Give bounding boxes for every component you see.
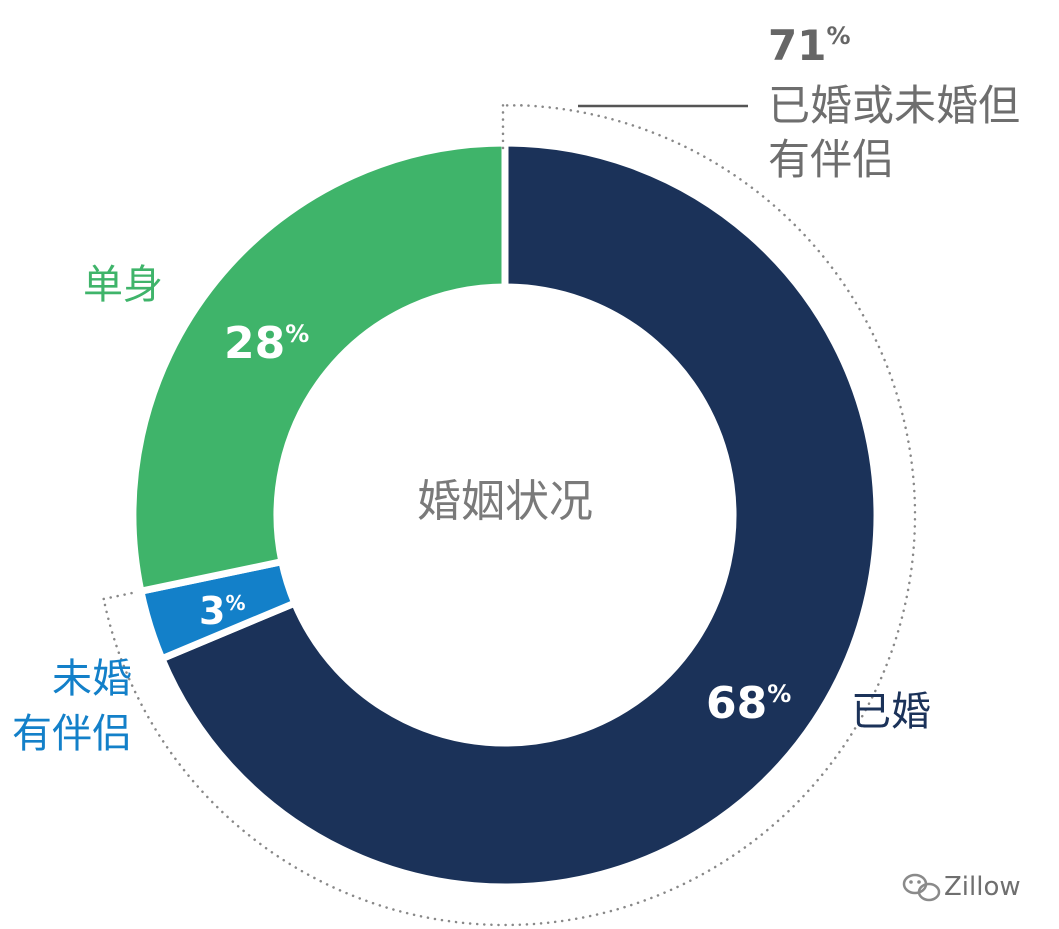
slice-single: [129, 139, 509, 596]
annotation-value: 71%: [768, 21, 851, 70]
dotted-brackets: [102, 104, 917, 927]
bracket-arc-married-partnered: [102, 104, 917, 927]
category-label-married: 已婚: [851, 689, 931, 735]
value-label-partnered: 3%: [199, 589, 246, 633]
category-label-single: 单身: [83, 262, 163, 308]
category-label-partnered-line2: 有伴侣: [12, 711, 132, 757]
wechat-icon: [902, 873, 941, 902]
value-label-married: 68%: [706, 678, 791, 729]
slice-married: [157, 139, 881, 891]
watermark-text: Zillow: [944, 872, 1021, 902]
annotation-label-line2: 有伴侣: [768, 135, 894, 184]
value-label-single: 28%: [224, 318, 309, 369]
center-title: 婚姻状况: [417, 476, 593, 527]
annotation-label-line1: 已婚或未婚但: [768, 81, 1020, 130]
category-label-partnered-line1: 未婚: [52, 656, 132, 702]
donut-slices: [129, 139, 881, 891]
bracket-left-tick: [102, 591, 137, 601]
